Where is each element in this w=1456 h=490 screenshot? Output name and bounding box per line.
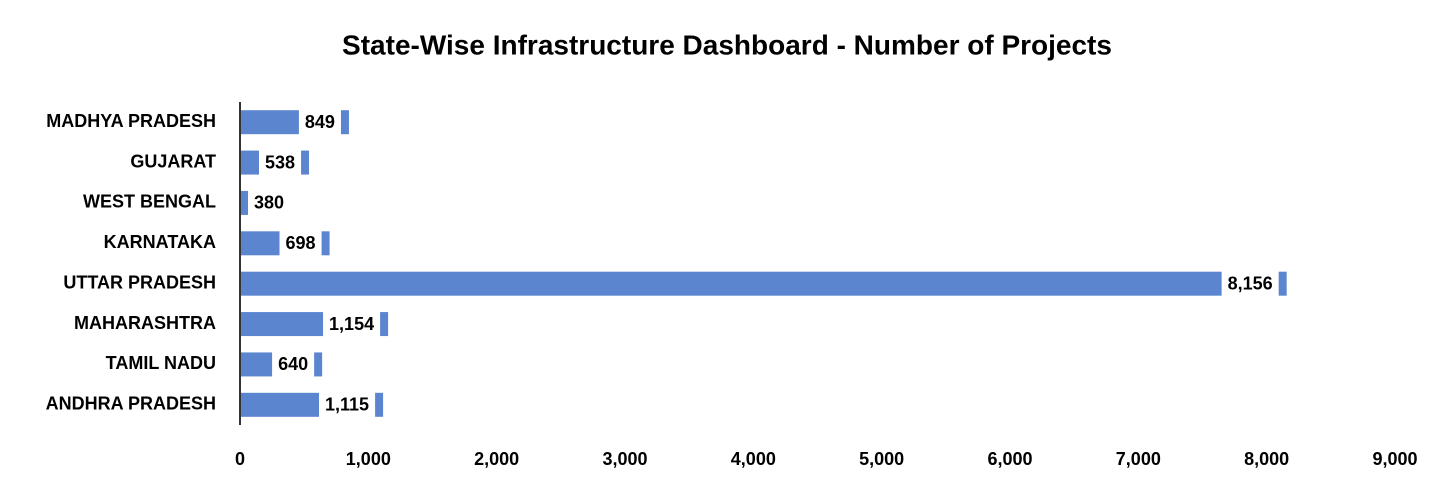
value-label-bg xyxy=(319,390,376,419)
value-label-bg xyxy=(248,188,291,217)
value-label: 698 xyxy=(286,233,316,253)
x-tick-label: 3,000 xyxy=(602,449,647,469)
x-tick-label: 8,000 xyxy=(1244,449,1289,469)
value-label: 849 xyxy=(305,112,335,132)
value-label-bg xyxy=(272,350,315,379)
y-tick-label: MADHYA PRADESH xyxy=(46,111,216,131)
y-tick-label: UTTAR PRADESH xyxy=(63,272,216,292)
y-tick-label: MAHARASHTRA xyxy=(74,313,216,333)
y-tick-label: KARNATAKA xyxy=(104,232,216,252)
value-label: 538 xyxy=(265,152,295,172)
x-tick-label: 7,000 xyxy=(1116,449,1161,469)
chart-title: State-Wise Infrastructure Dashboard - Nu… xyxy=(342,29,1112,60)
value-label: 640 xyxy=(278,354,308,374)
x-tick-label: 6,000 xyxy=(987,449,1032,469)
value-label-bg xyxy=(1221,269,1279,298)
value-label: 1,115 xyxy=(325,395,369,415)
value-label-bg xyxy=(323,310,381,339)
value-label: 1,154 xyxy=(329,314,374,334)
y-tick-label: WEST BENGAL xyxy=(83,192,216,212)
x-tick-label: 5,000 xyxy=(859,449,904,469)
value-label-bg xyxy=(279,229,322,258)
bar xyxy=(240,271,1287,296)
x-tick-label: 9,000 xyxy=(1372,449,1417,469)
x-tick-label: 4,000 xyxy=(731,449,776,469)
y-tick-label: TAMIL NADU xyxy=(106,353,216,373)
value-label: 380 xyxy=(254,193,284,213)
x-tick-label: 1,000 xyxy=(346,449,391,469)
y-tick-label: GUJARAT xyxy=(130,151,216,171)
value-label: 8,156 xyxy=(1228,273,1273,293)
value-label-bg xyxy=(258,148,302,177)
x-tick-label: 2,000 xyxy=(474,449,519,469)
value-label-bg xyxy=(298,108,341,137)
y-tick-label: ANDHRA PRADESH xyxy=(46,394,216,414)
x-tick-label: 0 xyxy=(235,449,245,469)
